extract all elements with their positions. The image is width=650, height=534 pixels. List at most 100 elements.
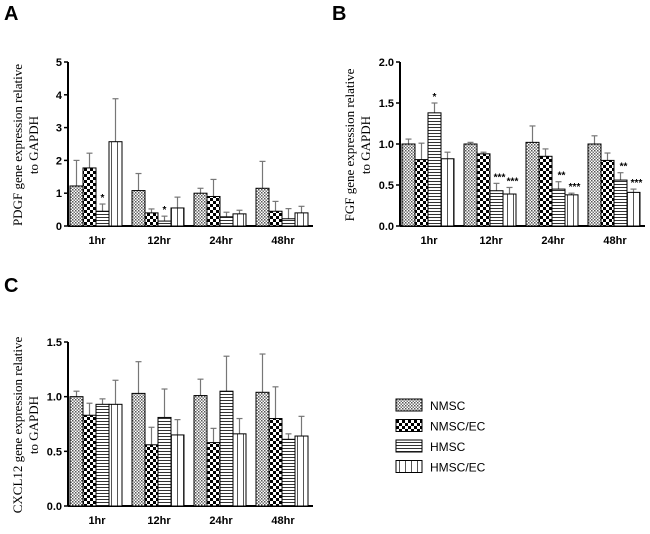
panel-B: B FGF gene expression relativeto GAPDH 0.0… [332,3,645,247]
bar-nmsc-ec [476,153,491,227]
y-axis-label-line1: CXCL12 gene expression relative [10,337,25,514]
panel-C: C CXCL12 gene expression relativeto GAPDH… [4,275,313,527]
y-tick-label: 1.0 [47,392,62,404]
bar-nmsc [69,396,84,507]
y-tick-label: 1.0 [379,139,394,151]
bar-nmsc [69,185,84,227]
legend-label: HMSC/EC [430,461,486,475]
legend-swatch [395,460,423,473]
significance-mark: *** [507,176,519,187]
bar-hmsc-ec [626,191,641,227]
bar-hmsc-ec [170,207,185,227]
y-tick-label: 0.5 [47,446,62,458]
x-tick-label: 1hr [88,235,106,247]
panel-label: C [4,275,18,297]
y-tick-label: 1 [56,188,62,200]
bar-hmsc [219,216,234,227]
bar-hmsc-ec [294,212,309,227]
bar-nmsc-ec [414,159,429,227]
bar-hmsc-ec [170,434,185,507]
x-tick-label: 24hr [209,515,233,527]
bar-hmsc [95,403,110,507]
bar-hmsc [551,188,566,227]
bar-hmsc-ec [108,141,123,227]
y-axis-label-line1: FGF gene expression relative [342,68,357,221]
y-axis-label: PDGF gene expression relativeto GAPDH [10,64,41,226]
x-tick-label: 1hr [88,515,106,527]
significance-mark: * [163,205,167,216]
y-tick-label: 0.0 [47,501,62,513]
y-tick-label: 1.5 [379,98,394,110]
bar-hmsc [281,218,296,227]
legend-label: HMSC [430,440,466,454]
y-axis-label: CXCL12 gene expression relativeto GAPDH [10,337,41,514]
significance-mark: *** [494,172,506,183]
x-tick-label: 1hr [420,235,438,247]
bar-nmsc [587,143,602,227]
bar-nmsc [401,143,416,227]
bar-nmsc [193,192,208,227]
y-tick-label: 0 [56,221,62,233]
legend-swatch [395,419,423,432]
bar-hmsc [157,416,172,507]
y-tick-label: 5 [56,57,62,69]
x-tick-label: 24hr [209,235,233,247]
bar-hmsc [219,390,234,507]
y-tick-label: 1.5 [47,337,62,349]
bar-nmsc-ec [144,444,159,507]
bar-nmsc-ec [144,212,159,227]
y-axis-label-line2: to GAPDH [26,396,41,454]
bar-hmsc-ec [564,194,579,227]
y-axis-label: FGF gene expression relativeto GAPDH [342,68,373,221]
significance-mark: ** [558,171,566,182]
panel-A: A PDGF gene expression relativeto GAPDH 0 1… [4,3,313,247]
significance-mark: *** [631,178,643,189]
y-tick-label: 2 [56,155,62,167]
x-tick-label: 12hr [147,515,171,527]
bar-hmsc [95,210,110,227]
y-tick-label: 2.0 [379,57,394,69]
legend-label: NMSC/EC [430,420,486,434]
y-tick-label: 0.0 [379,221,394,233]
panel-label: B [332,3,346,25]
bar-hmsc-ec [108,403,123,507]
y-tick-label: 4 [56,90,63,102]
bar-hmsc [489,190,504,227]
x-tick-label: 48hr [271,515,295,527]
bar-nmsc-ec [206,442,221,507]
bar-hmsc-ec [440,158,455,227]
bar-nmsc [255,187,270,227]
bar-nmsc-ec [206,195,221,227]
x-tick-label: 12hr [147,235,171,247]
y-axis-label-line2: to GAPDH [358,116,373,174]
bar-hmsc-ec [294,435,309,507]
x-tick-label: 48hr [603,235,627,247]
x-tick-label: 48hr [271,235,295,247]
bar-hmsc-ec [232,433,247,507]
significance-mark: * [101,193,105,204]
y-tick-label: 3 [56,123,62,135]
bar-nmsc-ec [600,159,615,227]
y-axis-label-line2: to GAPDH [26,116,41,174]
significance-mark: ** [620,162,628,173]
legend-label: NMSC [430,399,466,413]
bar-hmsc [427,112,442,227]
bar-hmsc-ec [502,193,517,227]
bar-hmsc-ec [232,213,247,227]
y-axis-label-line1: PDGF gene expression relative [10,64,25,226]
bar-hmsc [613,179,628,227]
bar-nmsc-ec [268,418,283,507]
legend-swatch [395,439,423,453]
bar-nmsc [463,143,478,227]
bar-nmsc [255,391,270,507]
legend-swatch [395,398,423,412]
bar-nmsc-ec [538,155,553,227]
bar-nmsc-ec [82,414,97,507]
bar-hmsc [157,220,172,227]
bar-nmsc [193,395,208,507]
significance-mark: * [433,92,437,103]
panel-label: A [4,3,18,25]
significance-mark: *** [569,182,581,193]
